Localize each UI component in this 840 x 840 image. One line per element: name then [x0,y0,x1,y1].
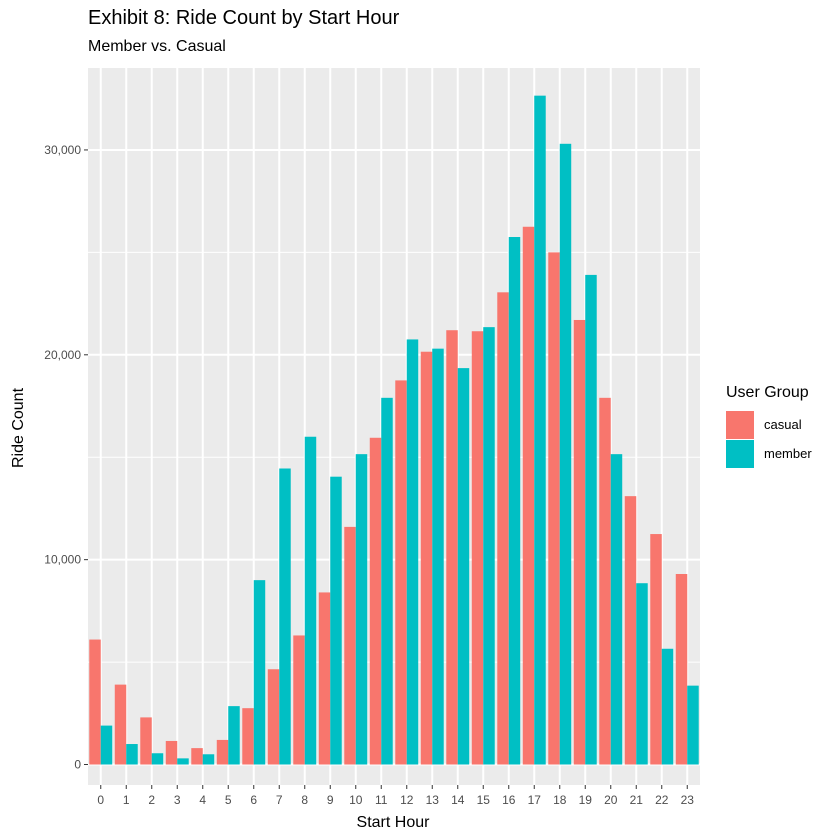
bar-member-16 [508,237,521,765]
legend-item-casual: casual [726,410,812,439]
bar-casual-12 [395,380,407,765]
chart-subtitle: Member vs. Casual [88,38,226,55]
bar-casual-15 [471,331,484,765]
bar-member-0 [100,725,113,765]
y-tick-label: 10,000 [44,553,81,567]
legend-label-casual: casual [764,417,802,432]
x-tick-label: 18 [553,793,567,807]
x-tick-label: 9 [327,793,334,807]
bar-casual-5 [216,739,229,765]
y-tick-label: 30,000 [44,143,81,157]
x-tick-label: 12 [400,793,414,807]
bar-casual-11 [369,437,382,765]
x-tick-label: 8 [301,793,308,807]
bar-member-3 [177,758,189,765]
bar-member-15 [483,327,495,765]
x-tick-label: 13 [426,793,440,807]
x-tick-label: 20 [604,793,618,807]
x-tick-label: 22 [655,793,669,807]
x-axis-title: Start Hour [357,814,431,831]
legend: User Group casual member [726,384,812,468]
bar-casual-3 [165,740,178,765]
bar-member-11 [381,397,393,765]
bar-casual-19 [573,319,586,765]
y-tick-label: 0 [74,758,81,772]
x-tick-label: 3 [174,793,181,807]
bar-member-10 [355,454,368,765]
bar-casual-2 [140,717,152,765]
bars [89,95,699,765]
bar-member-14 [457,368,470,765]
bar-member-21 [636,583,648,765]
bar-casual-21 [624,496,637,765]
legend-item-member: member [726,439,812,468]
x-tick-label: 21 [630,793,644,807]
bar-member-18 [559,143,572,765]
x-tick-label: 16 [502,793,516,807]
x-tick-label: 6 [250,793,257,807]
x-tick-label: 5 [225,793,232,807]
x-tick-label: 23 [681,793,695,807]
bar-casual-10 [344,526,356,765]
bar-casual-6 [242,708,254,765]
x-tick-label: 11 [375,793,388,807]
x-tick-label: 7 [276,793,283,807]
x-tick-label: 15 [477,793,491,807]
bar-member-12 [406,339,419,765]
bar-casual-17 [522,226,535,765]
bar-casual-0 [89,639,101,765]
y-axis-title: Ride Count [10,387,27,468]
bar-casual-9 [318,592,331,765]
bar-casual-16 [497,292,509,765]
x-axis: 0 1 2 3 4 5 6 7 8 9 10 11 12 13 14 15 16 17 18 19 20 21 22 23 [97,785,694,807]
x-tick-label: 4 [199,793,206,807]
x-tick-label: 19 [579,793,593,807]
bar-casual-8 [293,635,305,765]
bar-casual-14 [446,330,458,765]
bar-casual-23 [675,573,688,765]
bar-casual-20 [599,397,611,765]
bar-member-4 [202,754,215,765]
bar-member-22 [661,648,674,765]
bar-casual-22 [650,534,662,765]
bar-casual-7 [267,669,280,765]
x-tick-label: 10 [349,793,363,807]
plot-panel [88,68,700,785]
bar-member-8 [304,436,317,765]
bar-member-7 [279,468,291,765]
x-tick-label: 0 [97,793,104,807]
bar-member-19 [585,274,597,765]
minor-gridlines [88,251,700,663]
legend-key-member [726,439,754,468]
y-axis: 0 10,000 20,000 30,000 [44,143,88,772]
x-tick-label: 1 [123,793,130,807]
y-tick-label: 20,000 [44,348,81,362]
x-tick-label: 17 [528,793,542,807]
bar-casual-13 [420,351,433,765]
bar-member-2 [151,753,164,765]
bar-member-17 [534,95,546,765]
bar-member-20 [610,454,623,765]
bar-member-1 [126,744,138,765]
bar-casual-4 [191,748,203,765]
bar-member-23 [687,685,699,765]
bar-member-9 [330,476,342,765]
bar-member-6 [253,580,266,765]
bar-member-5 [228,706,240,765]
bar-casual-1 [114,684,127,765]
legend-label-member: member [764,446,812,461]
legend-title: User Group [726,384,809,401]
bar-member-13 [432,348,444,765]
bar-casual-18 [548,252,560,765]
legend-key-casual [726,410,754,439]
x-tick-label: 14 [451,793,465,807]
x-tick-label: 2 [148,793,155,807]
chart-title: Exhibit 8: Ride Count by Start Hour [88,7,400,29]
